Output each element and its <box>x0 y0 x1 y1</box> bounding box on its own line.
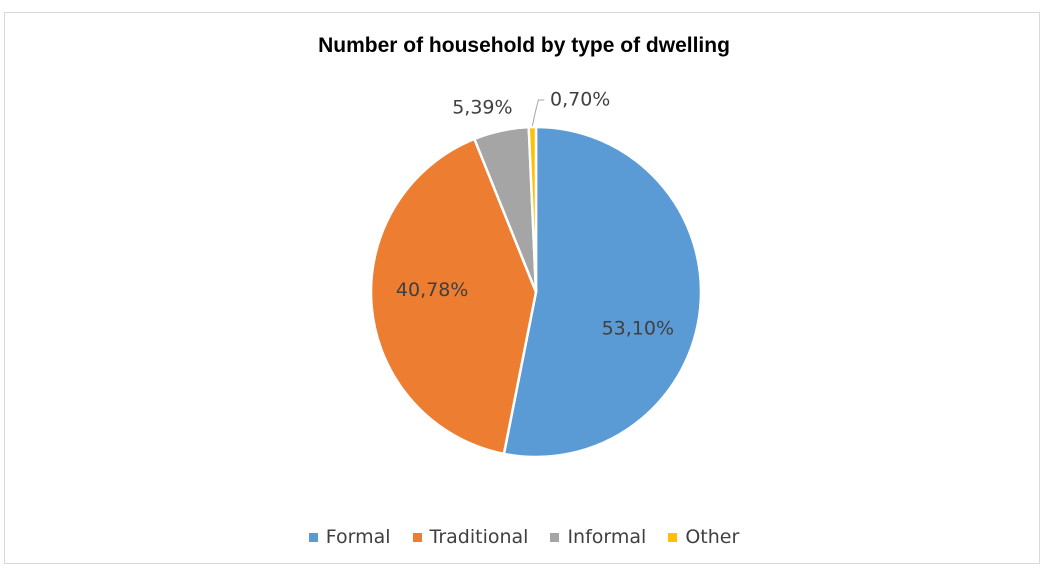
data-label-traditional: 40,78% <box>396 279 468 301</box>
legend-item-informal: Informal <box>550 526 646 548</box>
data-label-formal: 53,10% <box>602 317 674 339</box>
legend-item-other: Other <box>668 526 739 548</box>
leader-line-other <box>531 99 545 127</box>
pie-slice-other <box>527 125 538 294</box>
data-label-other: 0,70% <box>550 89 610 111</box>
legend-swatch-informal <box>550 532 560 542</box>
pie-slice-traditional <box>369 137 538 456</box>
legend-swatch-formal <box>308 532 318 542</box>
legend-item-traditional: Traditional <box>412 526 529 548</box>
data-label-informal: 5,39% <box>452 97 512 119</box>
legend-label-traditional: Traditional <box>429 526 529 548</box>
legend-label-other: Other <box>685 526 740 548</box>
legend-label-formal: Formal <box>325 526 391 548</box>
legend-swatch-traditional <box>412 532 422 542</box>
chart-title: Number of household by type of dwelling <box>318 34 730 57</box>
legend-swatch-other <box>668 532 678 542</box>
pie-slice-formal <box>502 125 703 459</box>
legend-label-informal: Informal <box>567 526 647 548</box>
legend-item-formal: Formal <box>308 526 391 548</box>
legend: Formal Traditional Informal Other <box>0 526 1048 548</box>
